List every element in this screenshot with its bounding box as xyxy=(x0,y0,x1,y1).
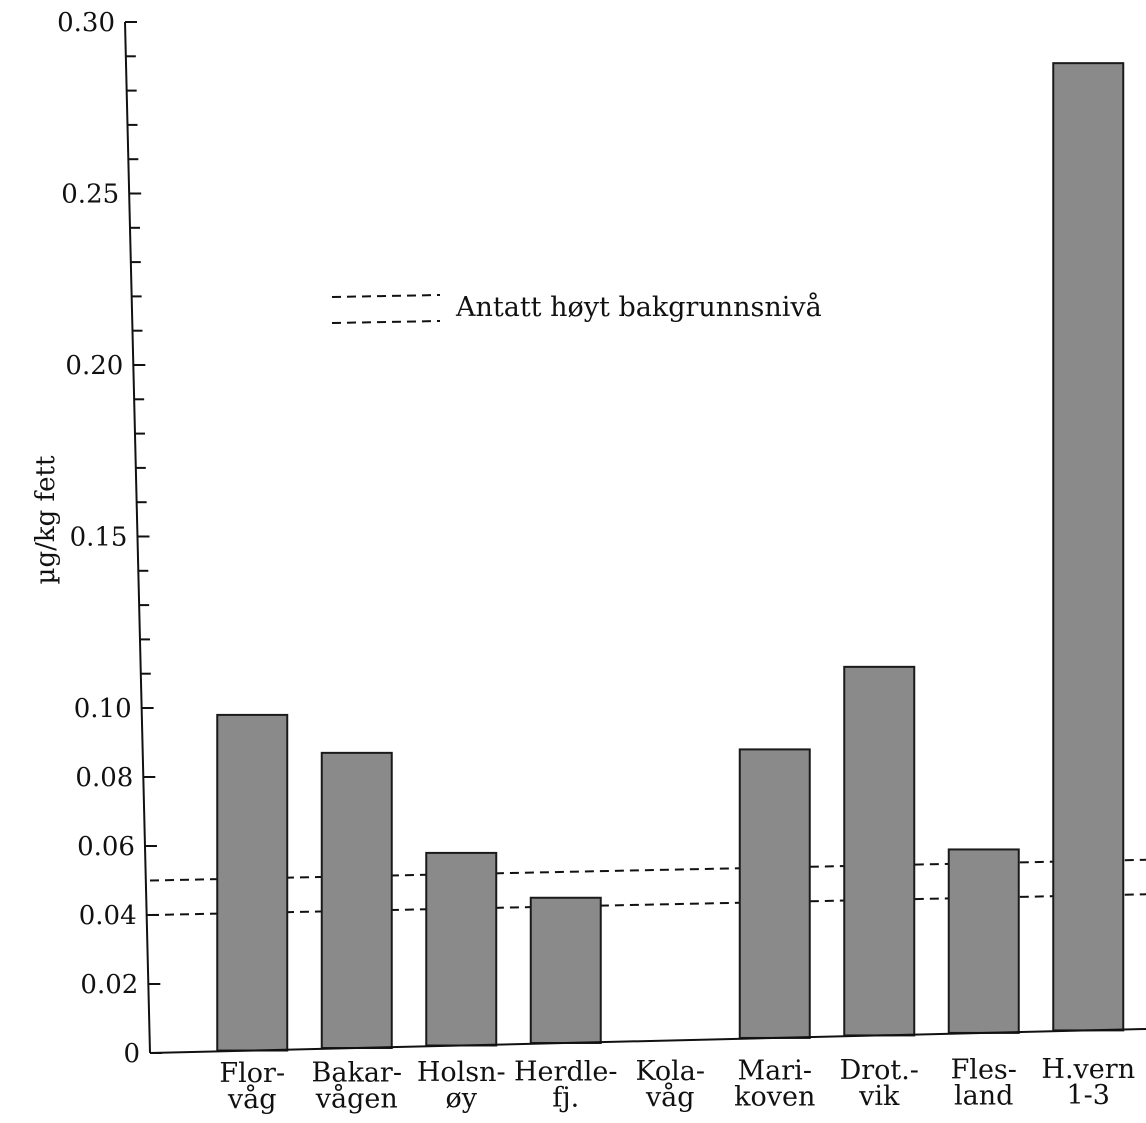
legend-line xyxy=(331,320,441,324)
y-tick-label: 0.08 xyxy=(75,763,133,793)
y-tick-label: 0 xyxy=(123,1039,140,1069)
legend-line xyxy=(331,294,441,298)
bar xyxy=(320,751,393,1050)
legend: Antatt høyt bakgrunnsnivå xyxy=(331,291,822,324)
x-tick-label: Mari-koven xyxy=(734,1056,815,1113)
bar xyxy=(947,848,1020,1034)
bar xyxy=(529,896,602,1044)
x-tick-label: Bakar-vågen xyxy=(312,1058,402,1115)
y-tick-label: 0.06 xyxy=(77,832,135,862)
bar xyxy=(1052,62,1125,1032)
y-tick-label: 0.30 xyxy=(57,8,115,38)
y-tick-label: 0.02 xyxy=(80,970,138,1000)
bar xyxy=(425,851,498,1047)
y-axis-label: µg/kg fett xyxy=(31,455,61,584)
bar xyxy=(843,665,916,1037)
y-tick-label: 0.15 xyxy=(70,523,128,553)
bar xyxy=(216,713,289,1052)
x-axis-line xyxy=(149,1028,1146,1054)
x-tick-label: Herdle-fj. xyxy=(514,1057,617,1114)
y-tick-label: 0.20 xyxy=(65,351,123,381)
x-tick-label: H.vern 1-3 xyxy=(1041,1054,1135,1111)
y-tick-label: 0.04 xyxy=(79,901,137,931)
y-tick-label: 0.25 xyxy=(61,180,119,210)
bar xyxy=(738,748,811,1039)
axes: 0 0.02 0.04 0.06 0.08 0.10 0.15 0.20 0.25 0.30 Flo… xyxy=(57,8,1146,1115)
x-tick-label: Flor-våg xyxy=(219,1058,285,1115)
legend-label: Antatt høyt bakgrunnsnivå xyxy=(455,291,822,323)
x-tick-label: Holsn-øy xyxy=(417,1057,506,1114)
bars xyxy=(216,62,1125,1052)
x-tick-label: Fles-land xyxy=(951,1055,1017,1112)
x-tick-label: Kola-våg xyxy=(635,1056,705,1113)
x-tick-label: Drot.-vik xyxy=(840,1055,919,1112)
y-tick-label: 0.10 xyxy=(74,694,132,724)
